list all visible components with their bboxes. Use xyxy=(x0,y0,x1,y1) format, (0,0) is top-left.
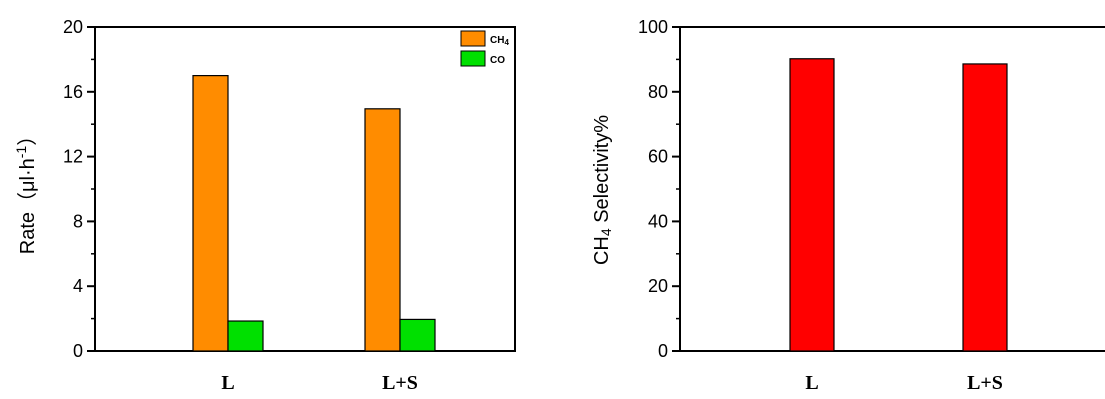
right-bar-selectivity-l xyxy=(789,58,835,352)
right-plot-frame xyxy=(679,26,1105,352)
left-y-tick-label: 8 xyxy=(73,211,83,231)
left-legend: CH4 CO xyxy=(460,30,509,67)
left-y-tick-label: 0 xyxy=(73,341,83,361)
left-bar-co-l xyxy=(227,320,264,352)
left-category-labels: L L+S xyxy=(221,372,418,394)
left-bars xyxy=(192,74,436,352)
left-panel-rate-chart: 0 4 8 12 16 20 L L+S Rate（μl·h-1） CH4 CO xyxy=(13,17,516,394)
left-y-ticks: 0 4 8 12 16 20 xyxy=(63,17,95,361)
right-category-labels: L L+S xyxy=(805,372,1003,394)
left-y-axis-label: Rate（μl·h-1） xyxy=(13,126,39,254)
legend-swatch-ch4 xyxy=(460,30,486,47)
right-y-tick-label: 60 xyxy=(648,147,668,167)
left-y-tick-label: 12 xyxy=(63,147,83,167)
left-y-tick-label: 20 xyxy=(63,17,83,37)
left-y-tick-label: 4 xyxy=(73,276,83,296)
right-category-label: L+S xyxy=(967,372,1003,394)
left-bar-co-lpluss xyxy=(399,318,436,352)
legend-label-co: CO xyxy=(490,55,505,66)
right-bars xyxy=(789,58,1008,352)
right-y-tick-label: 0 xyxy=(658,341,668,361)
legend-label-ch4: CH4 xyxy=(490,35,509,47)
right-y-tick-label: 20 xyxy=(648,276,668,296)
right-y-tick-label: 40 xyxy=(648,211,668,231)
right-y-ticks: 0 20 40 60 80 100 xyxy=(638,17,680,361)
right-y-axis-label: CH4 Selectivity% xyxy=(591,115,614,265)
right-bar-selectivity-lpluss xyxy=(962,63,1008,352)
left-bar-ch4-lpluss xyxy=(364,108,401,352)
left-y-tick-label: 16 xyxy=(63,82,83,102)
right-y-tick-label: 100 xyxy=(638,17,668,37)
right-panel-selectivity-chart: 0 20 40 60 80 100 L L+S CH4 Selectivity% xyxy=(591,17,1105,394)
right-category-label: L xyxy=(805,372,818,394)
left-plot-frame xyxy=(94,26,516,352)
legend-swatch-co xyxy=(460,50,486,67)
right-y-tick-label: 80 xyxy=(648,82,668,102)
left-bar-ch4-l xyxy=(192,74,229,352)
left-category-label: L xyxy=(221,372,234,394)
left-category-label: L+S xyxy=(382,372,418,394)
